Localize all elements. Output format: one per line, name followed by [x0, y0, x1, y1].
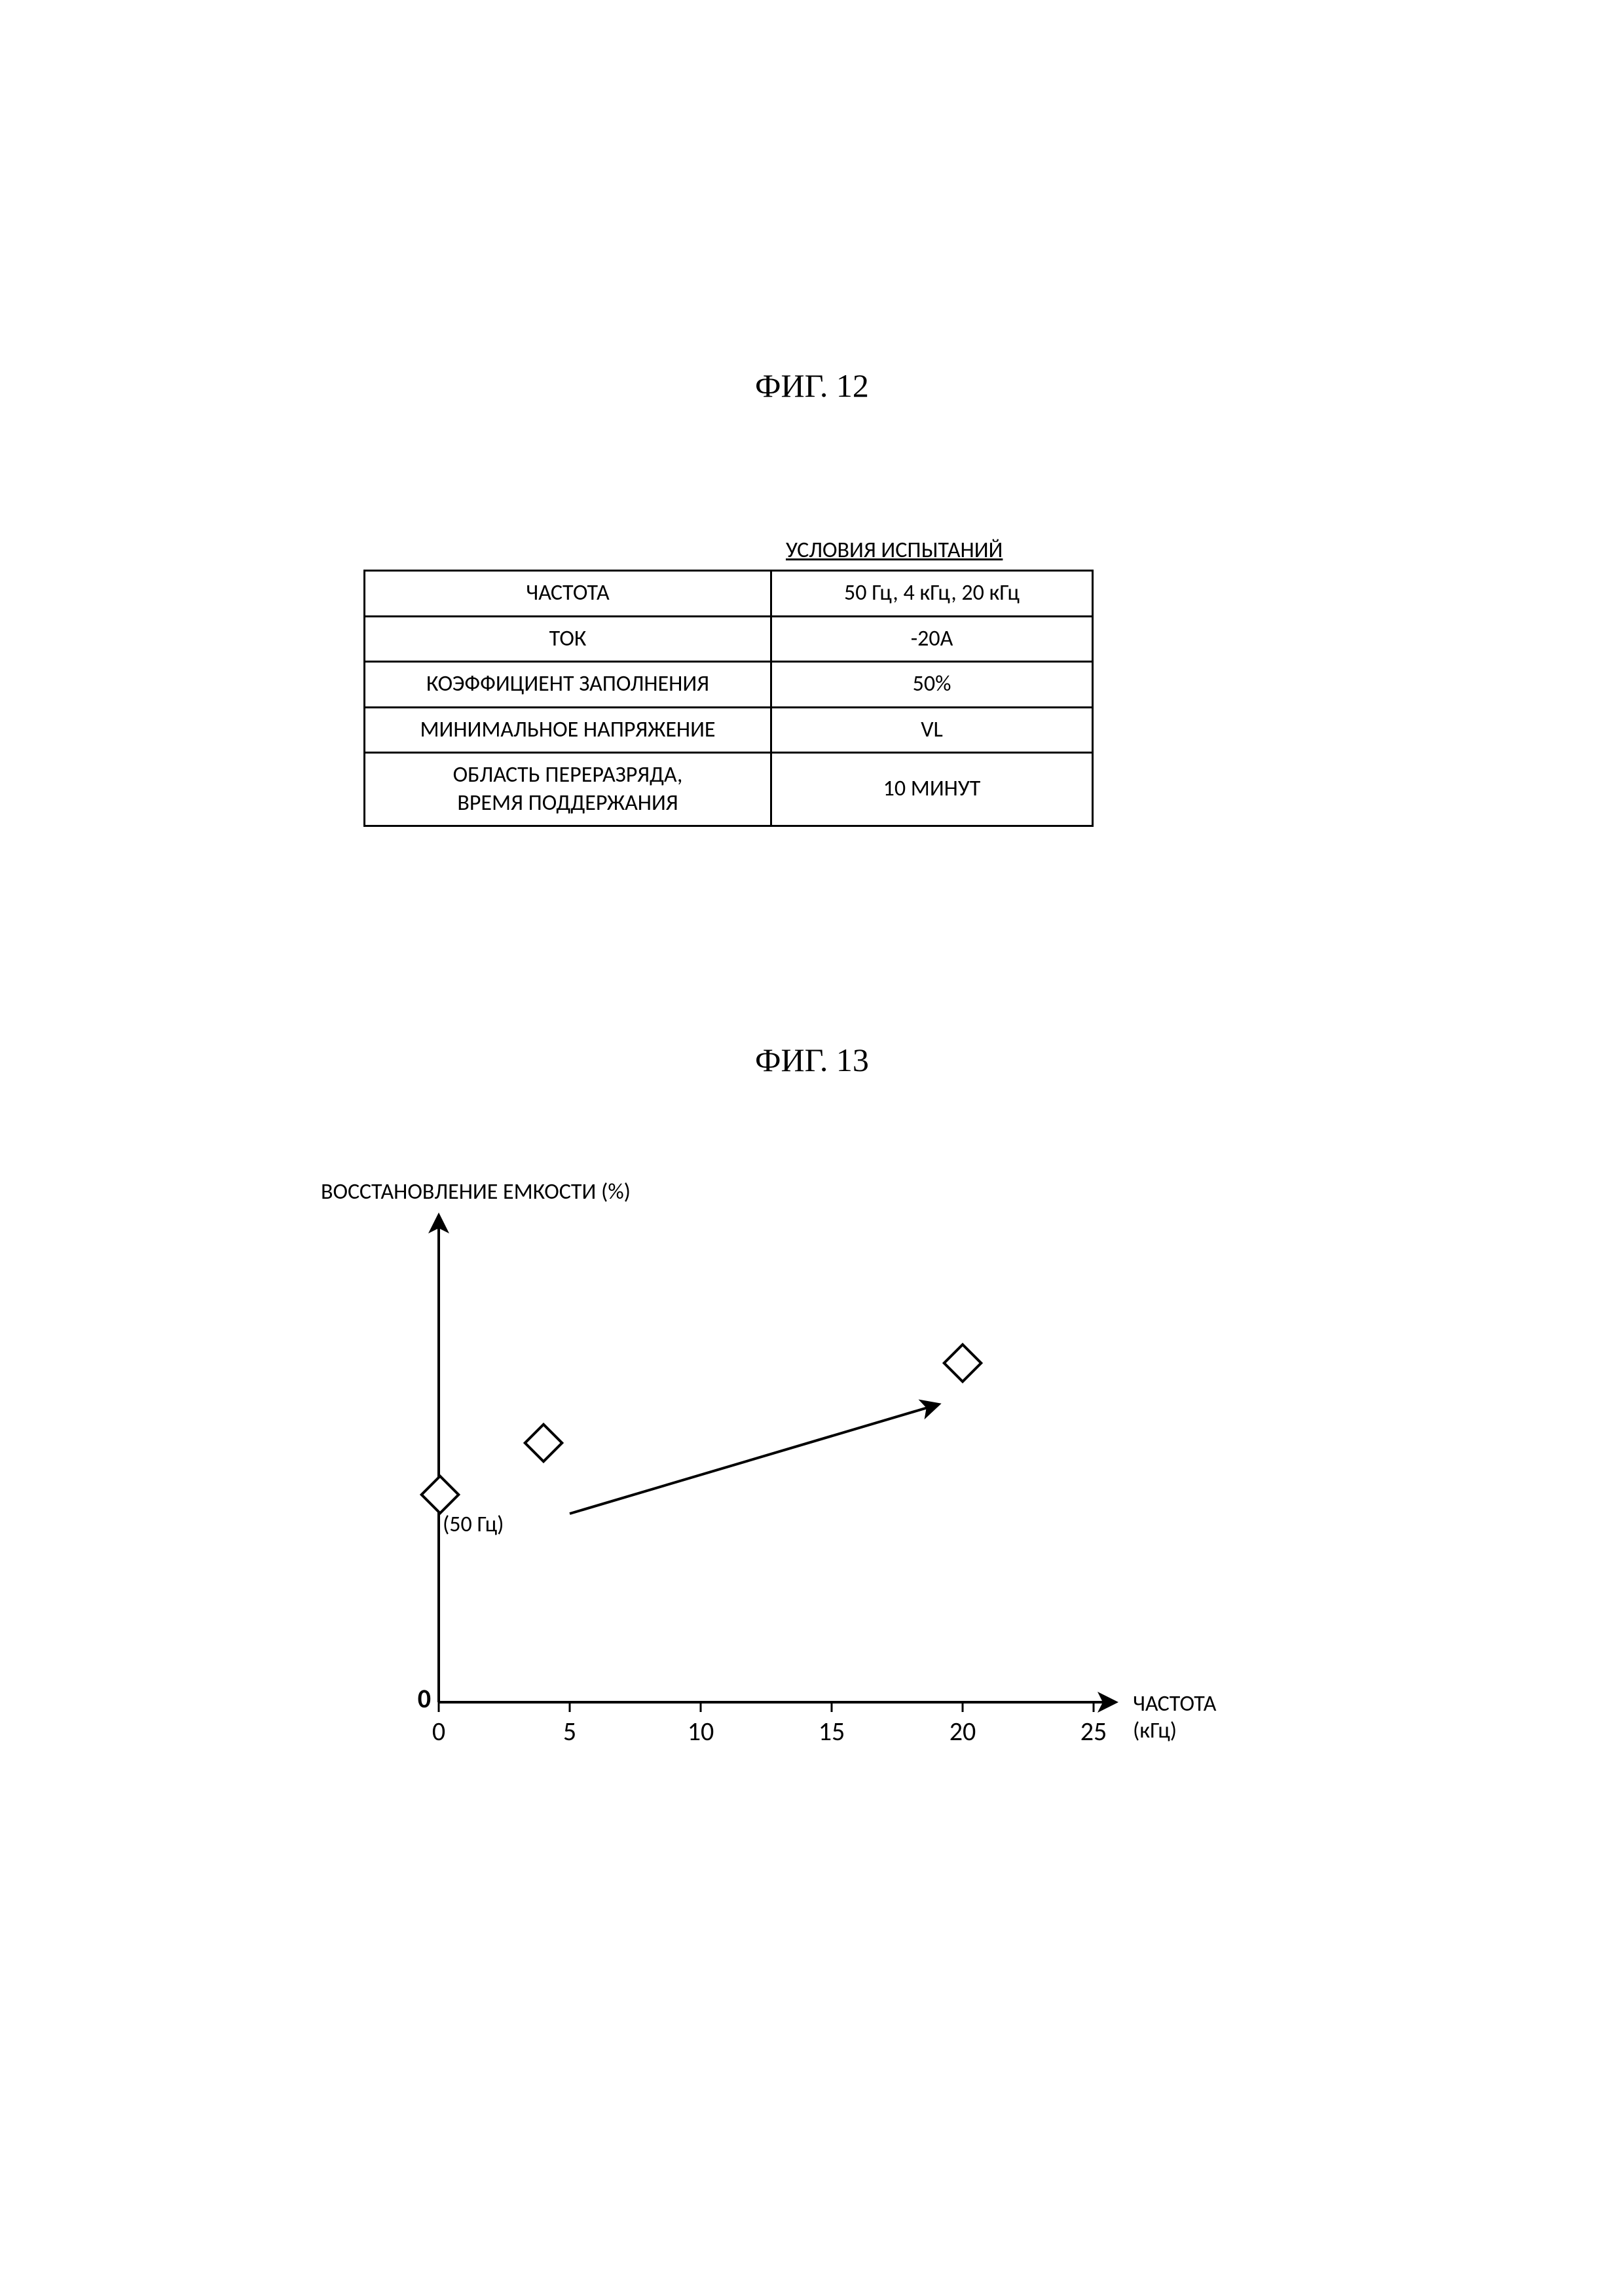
fig12-conditions-table: ЧАСТОТА 50 Гц, 4 кГц, 20 кГц ТОК -20A КО…	[363, 570, 1094, 827]
x-tick-label: 0	[419, 1715, 458, 1747]
page: ФИГ. 12 УСЛОВИЯ ИСПЫТАНИЙ ЧАСТОТА 50 Гц,…	[0, 0, 1624, 2296]
origin-label: 0	[405, 1683, 431, 1715]
data-point-marker	[944, 1345, 982, 1382]
x-tick-label: 5	[550, 1715, 589, 1747]
table-cell-label: ЧАСТОТА	[365, 571, 771, 617]
x-tick-label: 10	[681, 1715, 720, 1747]
fig12-table-caption: УСЛОВИЯ ИСПЫТАНИЙ	[786, 537, 1003, 564]
table-row: КОЭФФИЦИЕНТ ЗАПОЛНЕНИЯ 50%	[365, 662, 1093, 708]
table-row: МИНИМАЛЬНОЕ НАПРЯЖЕНИЕ VL	[365, 707, 1093, 753]
x-tick-label: 20	[943, 1715, 982, 1747]
table-cell-label: КОЭФФИЦИЕНТ ЗАПОЛНЕНИЯ	[365, 662, 771, 708]
table-cell-value: 50 Гц, 4 кГц, 20 кГц	[771, 571, 1093, 617]
fig13-chart: ВОССТАНОВЛЕНИЕ ЕМКОСТИ (%)	[275, 1178, 1192, 1800]
x-tick-label: 25	[1074, 1715, 1113, 1747]
table-cell-value: -20A	[771, 616, 1093, 662]
table-cell-value: 50%	[771, 662, 1093, 708]
x-tick-label: 15	[812, 1715, 851, 1747]
data-point-label: (50 Гц)	[443, 1511, 504, 1538]
table-row: ТОК -20A	[365, 616, 1093, 662]
x-axis-title: ЧАСТОТА (кГц)	[1133, 1690, 1216, 1744]
table-row: ЧАСТОТА 50 Гц, 4 кГц, 20 кГц	[365, 571, 1093, 617]
data-point-marker	[525, 1425, 563, 1462]
table-cell-label: МИНИМАЛЬНОЕ НАПРЯЖЕНИЕ	[365, 707, 771, 753]
table-cell-label: ОБЛАСТЬ ПЕРЕРАЗРЯДА, ВРЕМЯ ПОДДЕРЖАНИЯ	[365, 753, 771, 826]
table-cell-label: ТОК	[365, 616, 771, 662]
table-cell-value: 10 МИНУТ	[771, 753, 1093, 826]
table-cell-value: VL	[771, 707, 1093, 753]
data-point-marker	[422, 1476, 459, 1514]
table-row: ОБЛАСТЬ ПЕРЕРАЗРЯДА, ВРЕМЯ ПОДДЕРЖАНИЯ 1…	[365, 753, 1093, 826]
fig12-title: ФИГ. 12	[0, 367, 1624, 405]
fig13-title: ФИГ. 13	[0, 1041, 1624, 1079]
trend-arrow	[570, 1405, 936, 1514]
